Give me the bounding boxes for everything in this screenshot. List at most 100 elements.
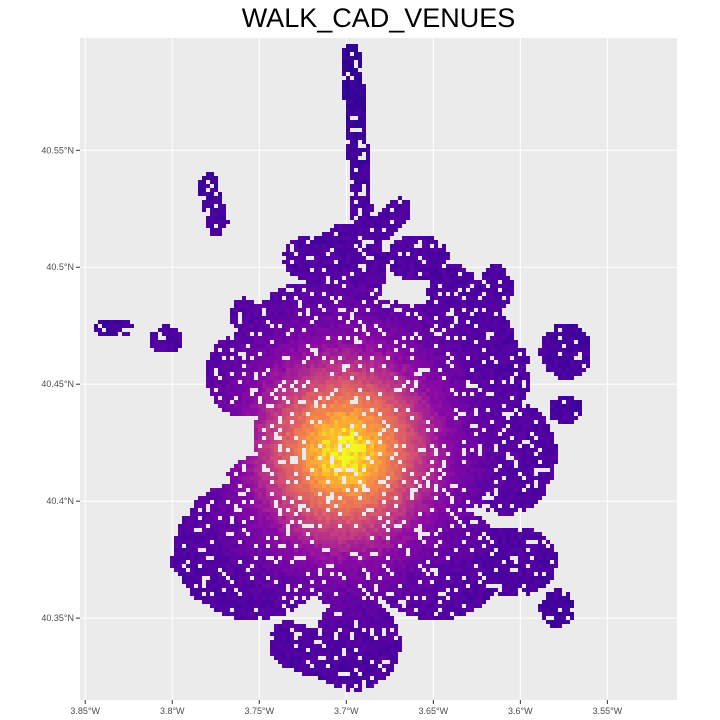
venue-cell xyxy=(434,372,438,376)
venue-cell xyxy=(570,376,574,380)
venue-cell xyxy=(462,496,466,500)
venue-cell xyxy=(258,432,262,436)
venue-cell xyxy=(390,404,394,408)
venue-cell xyxy=(342,384,346,388)
venue-cell xyxy=(342,304,346,308)
venue-cell xyxy=(346,240,350,244)
venue-cell xyxy=(350,404,354,408)
venue-cell xyxy=(394,412,398,416)
venue-cell xyxy=(434,352,438,356)
venue-cell xyxy=(502,320,506,324)
venue-cell xyxy=(478,484,482,488)
venue-cell xyxy=(362,460,366,464)
venue-cell xyxy=(426,440,430,444)
venue-cell xyxy=(378,324,382,328)
venue-cell xyxy=(302,512,306,516)
venue-cell xyxy=(402,452,406,456)
venue-cell xyxy=(222,496,226,500)
venue-cell xyxy=(278,396,282,400)
venue-cell xyxy=(390,480,394,484)
venue-cell xyxy=(354,300,358,304)
venue-cell xyxy=(498,416,502,420)
venue-cell xyxy=(346,368,350,372)
venue-cell xyxy=(226,340,230,344)
venue-cell xyxy=(438,428,442,432)
venue-cell xyxy=(486,308,490,312)
venue-cell xyxy=(422,236,426,240)
venue-cell xyxy=(546,460,550,464)
venue-cell xyxy=(174,328,178,332)
venue-cell xyxy=(350,84,354,88)
venue-cell xyxy=(262,368,266,372)
venue-cell xyxy=(370,500,374,504)
venue-cell xyxy=(306,468,310,472)
venue-cell xyxy=(438,264,442,268)
venue-cell xyxy=(430,344,434,348)
venue-cell xyxy=(402,412,406,416)
venue-cell xyxy=(550,368,554,372)
venue-cell xyxy=(242,332,246,336)
venue-cell xyxy=(358,80,362,84)
venue-cell xyxy=(510,384,514,388)
venue-cell xyxy=(262,420,266,424)
venue-cell xyxy=(386,452,390,456)
venue-cell xyxy=(286,256,290,260)
venue-cell xyxy=(298,396,302,400)
venue-cell xyxy=(314,512,318,516)
venue-cell xyxy=(314,444,318,448)
venue-cell xyxy=(418,396,422,400)
venue-cell xyxy=(266,448,270,452)
venue-cell xyxy=(358,180,362,184)
venue-cell xyxy=(366,312,370,316)
venue-cell xyxy=(490,456,494,460)
venue-cell xyxy=(374,276,378,280)
venue-cell xyxy=(386,392,390,396)
venue-cell xyxy=(514,452,518,456)
venue-cell xyxy=(306,332,310,336)
venue-cell xyxy=(258,420,262,424)
venue-cell xyxy=(394,356,398,360)
venue-cell xyxy=(438,404,442,408)
venue-cell xyxy=(542,452,546,456)
venue-cell xyxy=(502,504,506,508)
venue-cell xyxy=(322,232,326,236)
venue-cell xyxy=(362,312,366,316)
venue-cell xyxy=(370,224,374,228)
venue-cell xyxy=(486,324,490,328)
venue-cell xyxy=(422,456,426,460)
venue-cell xyxy=(250,300,254,304)
venue-cell xyxy=(486,508,490,512)
venue-cell xyxy=(214,352,218,356)
venue-cell xyxy=(234,492,238,496)
venue-cell xyxy=(210,372,214,376)
venue-cell xyxy=(402,216,406,220)
venue-cell xyxy=(366,204,370,208)
venue-cell xyxy=(398,412,402,416)
venue-cell xyxy=(226,364,230,368)
venue-cell xyxy=(294,500,298,504)
venue-cell xyxy=(310,240,314,244)
venue-cell xyxy=(554,348,558,352)
venue-cell xyxy=(210,176,214,180)
venue-cell xyxy=(438,472,442,476)
venue-cell xyxy=(502,368,506,372)
venue-cell xyxy=(514,468,518,472)
venue-cell xyxy=(354,84,358,88)
venue-cell xyxy=(362,304,366,308)
venue-cell xyxy=(270,292,274,296)
venue-cell xyxy=(182,516,186,520)
venue-cell xyxy=(298,416,302,420)
venue-cell xyxy=(254,484,258,488)
venue-cell xyxy=(322,276,326,280)
venue-cell xyxy=(426,320,430,324)
venue-cell xyxy=(302,308,306,312)
venue-cell xyxy=(298,344,302,348)
venue-cell xyxy=(342,288,346,292)
venue-cell xyxy=(322,312,326,316)
venue-cell xyxy=(342,360,346,364)
venue-cell xyxy=(278,352,282,356)
venue-cell xyxy=(482,404,486,408)
venue-cell xyxy=(546,448,550,452)
venue-cell xyxy=(238,360,242,364)
venue-cell xyxy=(498,272,502,276)
